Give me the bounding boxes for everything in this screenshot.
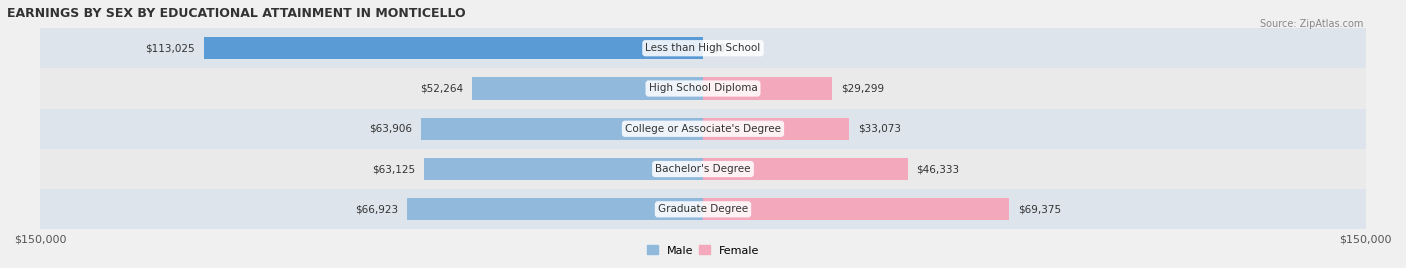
Text: Graduate Degree: Graduate Degree bbox=[658, 204, 748, 214]
Bar bbox=[41, 109, 1365, 149]
Bar bbox=[41, 189, 1365, 229]
Bar bbox=[41, 149, 1365, 189]
Bar bbox=[703, 158, 908, 180]
Bar bbox=[420, 118, 703, 140]
Bar bbox=[703, 118, 849, 140]
Text: $66,923: $66,923 bbox=[356, 204, 398, 214]
Text: $63,125: $63,125 bbox=[373, 164, 415, 174]
Bar bbox=[41, 68, 1365, 109]
Text: $0: $0 bbox=[711, 43, 725, 53]
Bar bbox=[41, 28, 1365, 68]
Text: Less than High School: Less than High School bbox=[645, 43, 761, 53]
Bar bbox=[408, 198, 703, 220]
Bar bbox=[703, 198, 1010, 220]
Bar bbox=[472, 77, 703, 99]
Text: $63,906: $63,906 bbox=[368, 124, 412, 134]
Bar bbox=[425, 158, 703, 180]
Bar bbox=[703, 77, 832, 99]
Text: $113,025: $113,025 bbox=[145, 43, 195, 53]
Text: Bachelor's Degree: Bachelor's Degree bbox=[655, 164, 751, 174]
Text: $33,073: $33,073 bbox=[858, 124, 901, 134]
Text: High School Diploma: High School Diploma bbox=[648, 83, 758, 94]
Text: $46,333: $46,333 bbox=[917, 164, 960, 174]
Text: Source: ZipAtlas.com: Source: ZipAtlas.com bbox=[1260, 19, 1364, 29]
Text: $69,375: $69,375 bbox=[1018, 204, 1062, 214]
Text: EARNINGS BY SEX BY EDUCATIONAL ATTAINMENT IN MONTICELLO: EARNINGS BY SEX BY EDUCATIONAL ATTAINMEN… bbox=[7, 7, 465, 20]
Legend: Male, Female: Male, Female bbox=[643, 241, 763, 260]
Bar bbox=[204, 37, 703, 59]
Text: $29,299: $29,299 bbox=[841, 83, 884, 94]
Text: College or Associate's Degree: College or Associate's Degree bbox=[626, 124, 780, 134]
Text: $52,264: $52,264 bbox=[420, 83, 464, 94]
